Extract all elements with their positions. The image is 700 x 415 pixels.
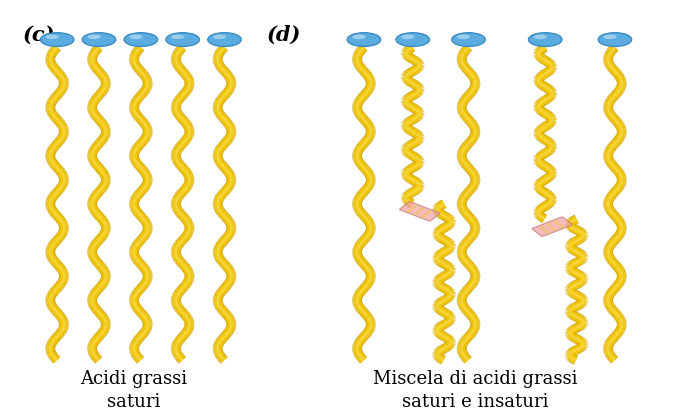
- Ellipse shape: [457, 34, 470, 39]
- Ellipse shape: [603, 34, 617, 39]
- Ellipse shape: [171, 34, 184, 39]
- FancyBboxPatch shape: [552, 220, 565, 228]
- FancyBboxPatch shape: [545, 222, 558, 231]
- Ellipse shape: [347, 33, 381, 46]
- Text: (c): (c): [22, 24, 55, 44]
- Ellipse shape: [41, 33, 74, 46]
- Ellipse shape: [213, 34, 226, 39]
- Ellipse shape: [208, 33, 241, 46]
- Ellipse shape: [598, 33, 631, 46]
- Ellipse shape: [533, 34, 547, 39]
- FancyBboxPatch shape: [420, 210, 433, 218]
- FancyBboxPatch shape: [532, 217, 573, 237]
- Ellipse shape: [129, 34, 143, 39]
- Ellipse shape: [528, 33, 562, 46]
- Ellipse shape: [83, 33, 116, 46]
- Ellipse shape: [88, 34, 101, 39]
- Ellipse shape: [452, 33, 485, 46]
- FancyBboxPatch shape: [538, 225, 551, 234]
- FancyBboxPatch shape: [406, 204, 419, 213]
- FancyBboxPatch shape: [413, 207, 426, 215]
- Text: (d): (d): [266, 24, 301, 44]
- Text: Miscela di acidi grassi
saturi e insaturi: Miscela di acidi grassi saturi e insatur…: [373, 370, 578, 411]
- Ellipse shape: [46, 34, 59, 39]
- FancyBboxPatch shape: [400, 202, 440, 221]
- Ellipse shape: [352, 34, 365, 39]
- Ellipse shape: [401, 34, 414, 39]
- Ellipse shape: [124, 33, 158, 46]
- Text: Acidi grassi
saturi: Acidi grassi saturi: [80, 370, 188, 411]
- Ellipse shape: [396, 33, 430, 46]
- Ellipse shape: [166, 33, 200, 46]
